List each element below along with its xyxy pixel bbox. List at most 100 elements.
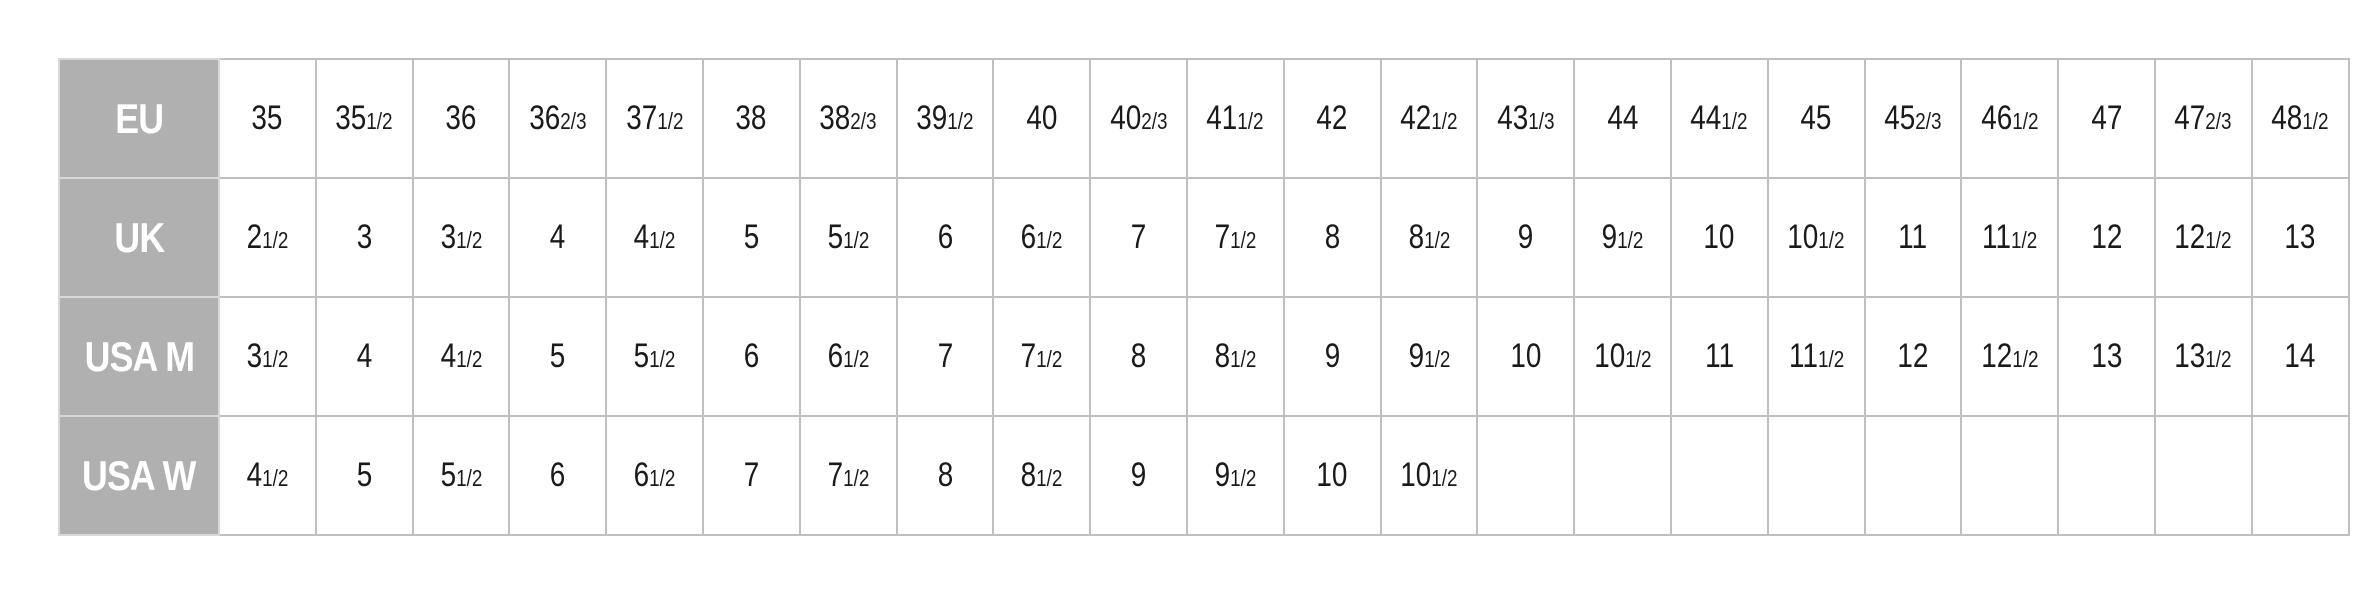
size-fraction: 1/2 bbox=[649, 465, 676, 491]
size-fraction: 1/2 bbox=[1237, 108, 1264, 134]
size-value: 121/2 bbox=[2175, 218, 2232, 257]
size-cell: 35 bbox=[218, 58, 317, 179]
row-header: USA W bbox=[58, 415, 220, 536]
size-cell: 101/2 bbox=[1379, 415, 1479, 536]
size-value: 11 bbox=[1705, 337, 1734, 376]
size-cell: 481/2 bbox=[2250, 58, 2350, 179]
size-cell bbox=[1476, 415, 1576, 536]
size-cell: 11 bbox=[1863, 177, 1963, 298]
size-cell: 81/2 bbox=[1379, 177, 1479, 298]
size-value: 9 bbox=[1324, 337, 1340, 376]
size-cell: 61/2 bbox=[798, 296, 898, 417]
size-fraction: 1/2 bbox=[1230, 465, 1257, 491]
size-whole: 38 bbox=[819, 99, 851, 137]
size-fraction: 1/2 bbox=[1230, 346, 1257, 372]
size-value: 8 bbox=[937, 456, 953, 495]
size-cell: 4 bbox=[508, 177, 608, 298]
size-cell bbox=[2057, 415, 2156, 536]
size-whole: 13 bbox=[2091, 337, 2123, 375]
size-value: 4 bbox=[356, 337, 372, 376]
size-cell bbox=[1669, 415, 1769, 536]
size-whole: 4 bbox=[246, 456, 263, 494]
size-whole: 8 bbox=[1408, 218, 1424, 256]
size-cell: 6 bbox=[895, 177, 995, 298]
size-cell: 461/2 bbox=[1960, 58, 2060, 179]
size-whole: 42 bbox=[1316, 99, 1348, 137]
size-whole: 10 bbox=[1316, 456, 1348, 494]
size-cell: 391/2 bbox=[895, 58, 995, 179]
size-whole: 48 bbox=[2271, 99, 2303, 137]
size-whole: 5 bbox=[827, 218, 843, 256]
size-fraction: 1/2 bbox=[2011, 227, 2038, 253]
size-whole: 37 bbox=[625, 99, 657, 137]
shoe-size-conversion-table: EU 35 351/2 36 362/3 371/2 38 382/3 391/2 40 402/3… bbox=[58, 58, 2350, 536]
size-cell: 31/2 bbox=[411, 177, 511, 298]
size-value: 41/2 bbox=[440, 337, 482, 376]
size-cell: 41/2 bbox=[411, 296, 511, 417]
size-fraction: 1/3 bbox=[1528, 108, 1555, 134]
size-whole: 35 bbox=[335, 99, 367, 137]
size-value: 101/2 bbox=[1788, 218, 1845, 257]
size-fraction: 2/3 bbox=[560, 108, 587, 134]
size-cell: 5 bbox=[508, 296, 608, 417]
size-value: 9 bbox=[1518, 218, 1534, 257]
size-cell: 36 bbox=[411, 58, 511, 179]
size-whole: 35 bbox=[251, 99, 283, 137]
size-value: 131/2 bbox=[2175, 337, 2232, 376]
size-value: 71/2 bbox=[1214, 218, 1256, 257]
size-value: 21/2 bbox=[247, 218, 289, 257]
size-cell: 11 bbox=[1669, 296, 1769, 417]
size-whole: 9 bbox=[1214, 456, 1231, 494]
size-value: 5 bbox=[744, 218, 760, 257]
size-whole: 7 bbox=[1020, 337, 1037, 375]
size-value: 5 bbox=[356, 456, 372, 495]
size-value: 91/2 bbox=[1214, 456, 1256, 495]
size-cell: 10 bbox=[1669, 177, 1769, 298]
size-cell: 41/2 bbox=[218, 415, 317, 536]
size-fraction: 1/2 bbox=[1036, 346, 1063, 372]
size-fraction: 1/2 bbox=[656, 108, 684, 134]
size-fraction: 1/2 bbox=[842, 346, 870, 372]
size-value: 421/2 bbox=[1400, 99, 1457, 138]
size-fraction: 1/2 bbox=[366, 108, 393, 134]
size-value: 6 bbox=[550, 456, 566, 495]
size-whole: 11 bbox=[1982, 218, 2012, 256]
size-fraction: 1/2 bbox=[947, 108, 974, 134]
size-value: 38 bbox=[736, 99, 767, 138]
size-value: 6 bbox=[937, 218, 953, 257]
size-value: 40 bbox=[1026, 99, 1057, 138]
size-value: 371/2 bbox=[626, 99, 683, 138]
size-value: 61/2 bbox=[1021, 218, 1063, 257]
size-whole: 8 bbox=[937, 456, 953, 494]
size-value: 13 bbox=[2091, 337, 2122, 376]
size-value: 10 bbox=[1704, 218, 1735, 257]
size-whole: 2 bbox=[246, 218, 263, 256]
size-whole: 6 bbox=[827, 337, 843, 375]
size-fraction: 1/2 bbox=[455, 465, 482, 491]
size-value: 121/2 bbox=[1981, 337, 2038, 376]
size-cell: 472/3 bbox=[2153, 58, 2253, 179]
size-value: 8 bbox=[1324, 218, 1340, 257]
size-cell: 3 bbox=[314, 177, 414, 298]
size-cell: 91/2 bbox=[1185, 415, 1285, 536]
size-whole: 38 bbox=[735, 99, 767, 137]
size-fraction: 1/2 bbox=[455, 227, 482, 253]
size-cell: 101/2 bbox=[1573, 296, 1672, 417]
size-fraction: 1/2 bbox=[1818, 227, 1845, 253]
size-cell: 81/2 bbox=[992, 415, 1092, 536]
size-cell: 402/3 bbox=[1089, 58, 1188, 179]
size-cell: 45 bbox=[1766, 58, 1866, 179]
size-whole: 9 bbox=[1601, 218, 1618, 256]
size-whole: 7 bbox=[1130, 218, 1147, 256]
size-row-usa-m: USA M 31/2 4 41/2 5 51/2 6 61/2 7 71/2 8 81/2 9 91/2 1… bbox=[58, 296, 2350, 417]
size-whole: 4 bbox=[550, 218, 566, 256]
size-whole: 6 bbox=[633, 456, 650, 494]
size-whole: 43 bbox=[1497, 99, 1529, 137]
size-value: 391/2 bbox=[916, 99, 973, 138]
size-cell: 61/2 bbox=[992, 177, 1092, 298]
size-cell: 421/2 bbox=[1379, 58, 1479, 179]
size-whole: 8 bbox=[1020, 456, 1037, 494]
size-whole: 9 bbox=[1130, 456, 1147, 494]
size-cell: 13 bbox=[2250, 177, 2350, 298]
size-value: 452/3 bbox=[1884, 99, 1941, 138]
